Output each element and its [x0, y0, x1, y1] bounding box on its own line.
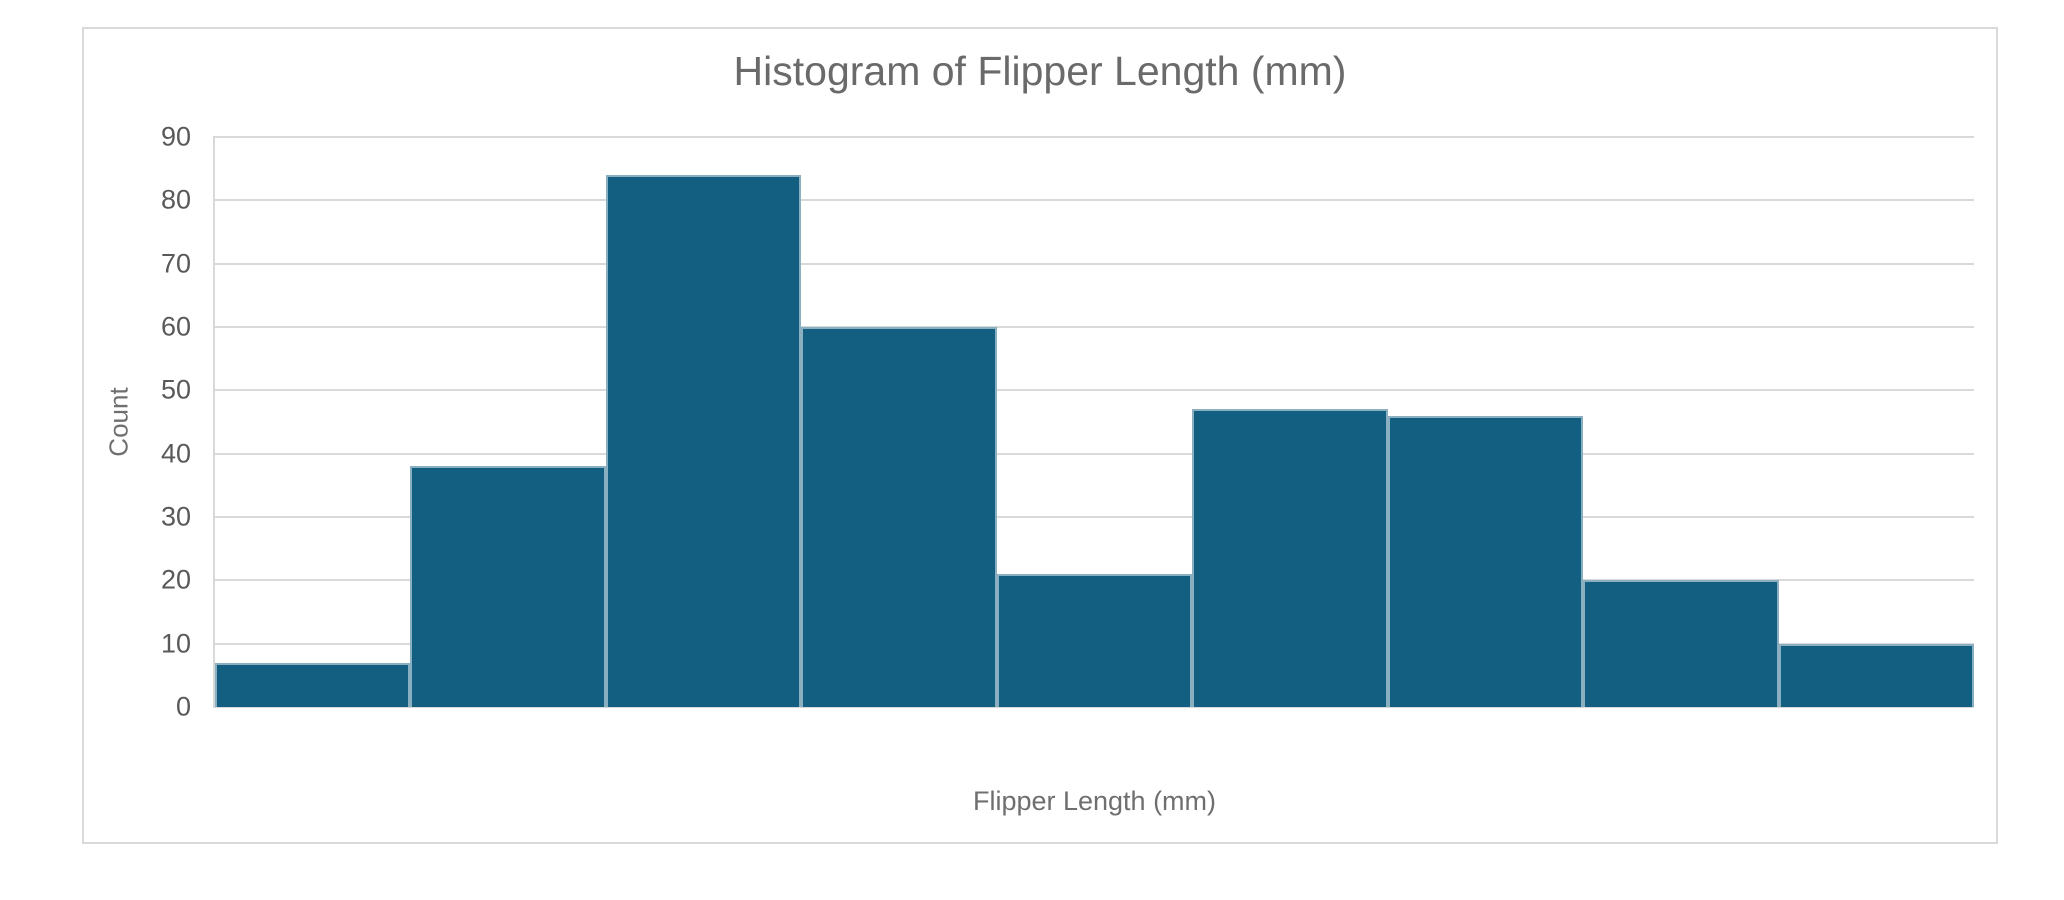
- y-tick-label-40: 40: [160, 438, 191, 469]
- y-tick-label-0: 0: [175, 691, 191, 722]
- histogram-bar-4[interactable]: [801, 327, 997, 707]
- y-tick-label-50: 50: [160, 374, 191, 405]
- histogram-bar-3[interactable]: [605, 175, 802, 707]
- y-tick-label-20: 20: [160, 564, 191, 595]
- histogram-bar-9[interactable]: [1778, 643, 1974, 707]
- histogram-bar-5[interactable]: [996, 574, 1193, 707]
- gridline-y-50: [213, 389, 1974, 392]
- gridline-y-40: [213, 452, 1974, 455]
- y-tick-label-60: 60: [160, 311, 191, 342]
- y-axis-ticks: 0 10 20 30 40 50 60 70 80 90: [82, 122, 191, 722]
- y-tick-label-10: 10: [160, 628, 191, 659]
- gridline-y-70: [213, 262, 1974, 265]
- y-tick-label-90: 90: [160, 121, 191, 152]
- gridline-y-90: [213, 136, 1974, 138]
- histogram-bar-6[interactable]: [1192, 409, 1388, 707]
- y-axis-title: Count: [103, 387, 134, 457]
- y-tick-label-70: 70: [160, 248, 191, 279]
- histogram-bar-2[interactable]: [410, 466, 606, 707]
- bars-group: [215, 137, 1974, 707]
- y-tick-label-30: 30: [160, 501, 191, 532]
- chart-title: Histogram of Flipper Length (mm): [733, 48, 1347, 94]
- plot-area: [213, 136, 1974, 708]
- x-axis-title: Flipper Length (mm): [972, 786, 1217, 816]
- histogram-bar-7[interactable]: [1387, 415, 1584, 707]
- gridline-y-30: [213, 516, 1974, 519]
- y-tick-label-80: 80: [160, 184, 191, 215]
- histogram-bar-1[interactable]: [215, 662, 411, 707]
- y-axis-line: [213, 137, 215, 707]
- gridline-y-80: [213, 199, 1974, 202]
- gridline-y-60: [213, 326, 1974, 329]
- gridline-y-0: [213, 706, 1974, 708]
- histogram-bar-8[interactable]: [1583, 580, 1779, 707]
